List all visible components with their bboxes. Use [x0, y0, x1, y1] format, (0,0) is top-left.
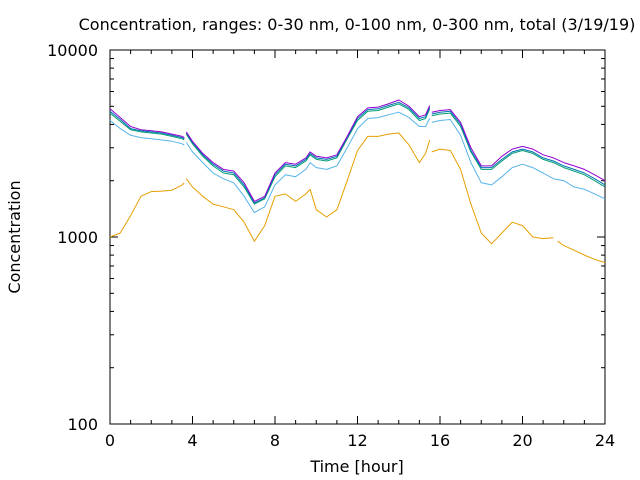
x-tick-label: 0: [105, 431, 115, 450]
series-line-1: [109, 132, 606, 264]
y-tick-label: 100: [67, 415, 98, 434]
y-axis: 100 1000 10000: [47, 41, 605, 434]
x-tick-label: 12: [347, 431, 367, 450]
series-line-3: [109, 103, 606, 205]
y-axis-label: Concentration: [5, 180, 24, 293]
y-tick-label: 10000: [47, 41, 98, 60]
x-tick-label: 24: [595, 431, 615, 450]
x-tick-label: 8: [270, 431, 280, 450]
x-tick-label: 20: [512, 431, 532, 450]
series-line-2: [109, 111, 606, 214]
plot-frame: [109, 49, 606, 425]
series-layer: [109, 99, 606, 264]
x-tick-label: 4: [187, 431, 197, 450]
x-axis-label: Time [hour]: [309, 457, 403, 476]
series-line-4: [109, 101, 606, 204]
y-tick-label: 1000: [57, 228, 98, 247]
series-line-5: [109, 99, 606, 202]
x-tick-label: 16: [430, 431, 450, 450]
x-axis: 0 4 8 12 16 20 24: [105, 50, 615, 450]
chart-title: Concentration, ranges: 0-30 nm, 0-100 nm…: [79, 15, 636, 34]
